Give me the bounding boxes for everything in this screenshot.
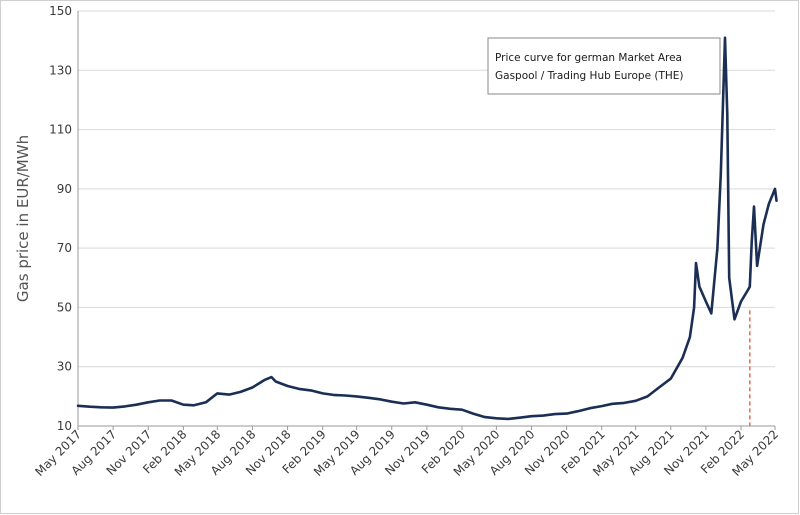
series-line (76, 36, 778, 421)
annotation-border (487, 37, 721, 95)
y-tick-label: 110 (49, 123, 72, 137)
y-tick-label: 10 (57, 419, 72, 433)
y-axis-label: Gas price in EUR/MWh (14, 135, 32, 302)
y-tick-label: 90 (57, 182, 72, 196)
y-tick-label: 50 (57, 300, 72, 314)
y-tick-label: 150 (49, 4, 72, 18)
y-tick-labels: 10 30 50 70 90 110 130 150 (49, 4, 72, 433)
y-tick-label: 70 (57, 241, 72, 255)
series-layer (76, 36, 778, 421)
y-tick-label: 30 (57, 360, 72, 374)
gridlines (78, 10, 775, 368)
y-tick-label: 130 (49, 63, 72, 77)
annotation-line-2: Gaspool / Trading Hub Europe (THE) (495, 70, 684, 82)
annotation-line-1: Price curve for german Market Area (495, 52, 682, 64)
annotation-box: Price curve for german Market Area Gaspo… (487, 37, 721, 95)
